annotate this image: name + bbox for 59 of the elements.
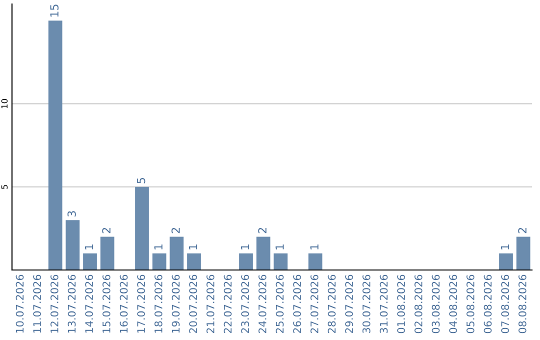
data-label: 1 xyxy=(188,244,198,250)
data-label: 15 xyxy=(50,4,59,17)
x-tick-label: 03.08.2026 xyxy=(432,274,440,334)
bar xyxy=(135,186,149,270)
x-tick-label: 17.07.2026 xyxy=(137,274,146,333)
x-tick-label: 23.07.2026 xyxy=(241,274,250,334)
data-label: 5 xyxy=(136,178,146,184)
bar xyxy=(516,236,530,270)
bar xyxy=(187,253,201,270)
x-tick-label: 01.08.2026 xyxy=(397,274,406,334)
data-label: 2 xyxy=(258,228,266,234)
bar xyxy=(308,253,322,270)
bar xyxy=(152,253,166,270)
x-tick-label: 07.08.2026 xyxy=(501,274,510,334)
x-tick-label: 06.08.2026 xyxy=(484,274,492,334)
x-tick-label: 31.07.2026 xyxy=(380,274,388,334)
x-tick-label: 02.08.2026 xyxy=(414,274,422,334)
x-tick-label: 19.07.2026 xyxy=(172,274,180,333)
x-tick-label: 30.07.2026 xyxy=(362,274,370,334)
data-label: 1 xyxy=(240,244,250,250)
x-tick-label: 26.07.2026 xyxy=(293,274,302,334)
bar xyxy=(100,236,114,270)
x-tick-label: 18.07.2026 xyxy=(154,274,162,333)
bar xyxy=(48,20,62,270)
bar xyxy=(66,220,80,270)
x-tick-label: 20.07.2026 xyxy=(189,274,198,334)
x-tick-label: 15.07.2026 xyxy=(102,274,110,333)
x-tick-label: 27.07.2026 xyxy=(310,274,318,334)
x-tick-label: 14.07.2026 xyxy=(85,274,94,333)
bar xyxy=(239,253,253,270)
x-tick-label: 28.07.2026 xyxy=(328,274,336,334)
data-label: 1 xyxy=(84,244,94,250)
data-label: 2 xyxy=(102,228,110,234)
data-label: 1 xyxy=(310,244,318,250)
bar xyxy=(83,253,97,270)
data-label: 1 xyxy=(500,244,510,250)
bar xyxy=(256,236,270,270)
bar xyxy=(499,253,513,270)
data-label: 3 xyxy=(67,211,76,216)
x-tick-label: 21.07.2026 xyxy=(206,274,214,334)
y-tick-label: 10 xyxy=(1,99,8,108)
x-tick-label: 11.07.2026 xyxy=(33,274,42,333)
x-tick-label: 22.07.2026 xyxy=(224,274,232,334)
x-tick-label: 29.07.2026 xyxy=(345,274,354,334)
x-tick-label: 12.07.2026 xyxy=(50,274,58,333)
x-tick-label: 24.07.2026 xyxy=(258,274,266,334)
data-label: 2 xyxy=(171,228,180,234)
x-tick-label: 16.07.2026 xyxy=(120,274,128,333)
bar xyxy=(274,253,288,270)
data-label: 2 xyxy=(518,228,526,234)
x-tick-label: 05.08.2026 xyxy=(466,274,474,334)
x-tick-label: 08.08.2026 xyxy=(518,274,526,334)
x-tick-label: 13.07.2026 xyxy=(68,274,76,333)
x-tick-label: 10.07.2026 xyxy=(16,274,24,333)
data-label: 1 xyxy=(276,244,284,250)
x-tick-label: 04.08.2026 xyxy=(449,274,458,334)
x-tick-label: 25.07.2026 xyxy=(276,274,284,334)
bar xyxy=(170,236,184,270)
data-label: 1 xyxy=(154,244,162,250)
